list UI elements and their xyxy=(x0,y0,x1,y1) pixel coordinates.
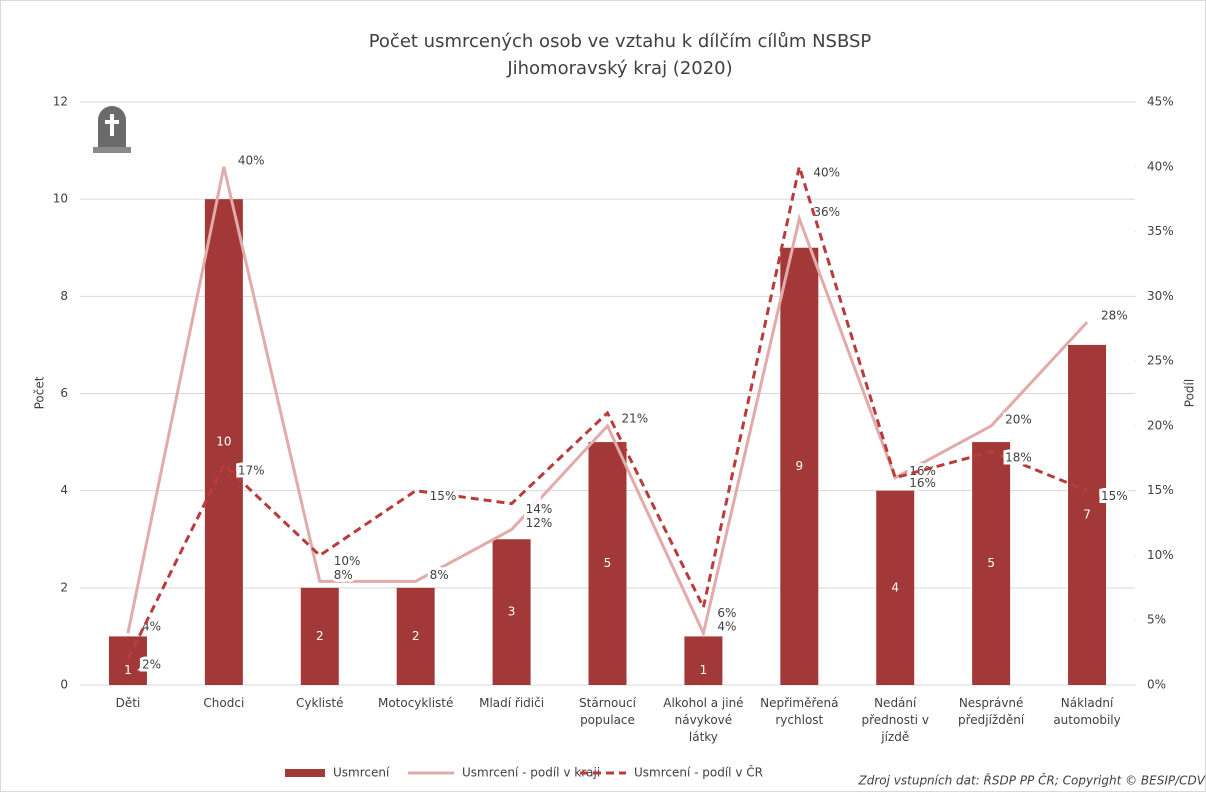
legend-label: Usmrcení - podíl v ČR xyxy=(634,765,763,780)
x-tick-label: Děti xyxy=(115,696,141,710)
y-tick-label: 4 xyxy=(60,483,68,497)
y-tick-label: 8 xyxy=(60,289,68,303)
line-value-label: 36% xyxy=(813,205,840,219)
bar xyxy=(588,442,627,685)
line-value-label: 18% xyxy=(1005,450,1032,464)
bar-value-label: 2 xyxy=(412,629,420,643)
line-value-label: 21% xyxy=(622,411,649,425)
bar xyxy=(684,636,723,685)
line-value-label: 28% xyxy=(1101,309,1128,323)
y-tick-label: 6 xyxy=(60,386,68,400)
x-tick-label: Mladí řidiči xyxy=(479,696,545,710)
y2-tick-label: 40% xyxy=(1147,159,1174,173)
y-tick-label: 10 xyxy=(53,192,68,206)
y-axis-title: Počet xyxy=(33,376,47,409)
line-value-label: 17% xyxy=(238,463,265,477)
bar-value-label: 1 xyxy=(124,663,132,677)
y2-tick-label: 0% xyxy=(1147,678,1166,692)
line-value-label: 10% xyxy=(334,554,361,568)
line-series xyxy=(126,166,1089,638)
x-tick-label: Chodci xyxy=(203,696,245,710)
line-value-label: 40% xyxy=(813,165,840,179)
line-value-label: 8% xyxy=(430,568,449,582)
line-value-label: 20% xyxy=(622,412,649,426)
line-value-label: 15% xyxy=(1101,489,1128,503)
bar xyxy=(972,442,1011,685)
legend-label: Usmrcení - podíl v kraji xyxy=(462,766,600,780)
y2-tick-label: 15% xyxy=(1147,483,1174,497)
bar-value-label: 4 xyxy=(891,580,899,594)
line-value-label: 12% xyxy=(526,516,553,530)
bar-value-label: 1 xyxy=(700,663,708,677)
y2-axis-title: Podíl xyxy=(1183,379,1197,407)
legend-label: Usmrcení xyxy=(333,766,390,780)
y2-tick-label: 35% xyxy=(1147,224,1174,238)
bar xyxy=(204,199,243,685)
bar-value-label: 10 xyxy=(216,435,231,449)
x-tick-label: Nedání přednosti v jízdě xyxy=(861,696,929,744)
y2-tick-label: 45% xyxy=(1147,95,1174,109)
x-tick-label: Alkohol a jiné návykové látky xyxy=(663,696,744,744)
line-series xyxy=(126,160,1088,660)
bar xyxy=(1068,344,1107,685)
y-tick-label: 0 xyxy=(60,678,68,692)
bar xyxy=(492,539,531,685)
line-value-label: 14% xyxy=(526,502,553,516)
legend-swatch xyxy=(285,769,325,777)
y-tick-label: 2 xyxy=(60,580,68,594)
x-tick-label: Nepřiměřená rychlost xyxy=(760,696,839,727)
line-value-label: 16% xyxy=(909,476,936,490)
chart-title: Počet usmrcených osob ve vztahu k dílčím… xyxy=(369,31,872,52)
bar-value-label: 9 xyxy=(795,459,803,473)
tombstone-icon xyxy=(93,106,131,153)
y2-tick-label: 5% xyxy=(1147,613,1166,627)
bar xyxy=(876,490,915,685)
bar-value-label: 2 xyxy=(316,629,324,643)
bar-value-label: 7 xyxy=(1083,507,1091,521)
y2-tick-label: 25% xyxy=(1147,354,1174,368)
y-tick-label: 12 xyxy=(53,95,68,109)
y2-tick-label: 10% xyxy=(1147,548,1174,562)
x-tick-label: Cyklisté xyxy=(296,696,344,710)
line-value-label: 40% xyxy=(238,153,265,167)
line-value-label: 20% xyxy=(1005,412,1032,426)
line-value-label: 4% xyxy=(717,620,736,634)
y2-tick-label: 20% xyxy=(1147,418,1174,432)
bar-value-label: 5 xyxy=(987,556,995,570)
bar xyxy=(396,587,435,685)
line-value-label: 15% xyxy=(430,489,457,503)
chart-subtitle: Jihomoravský kraj (2020) xyxy=(506,58,732,79)
bar xyxy=(108,636,147,685)
bar xyxy=(300,587,339,685)
y2-tick-label: 30% xyxy=(1147,289,1174,303)
bar xyxy=(780,247,819,685)
x-tick-label: Nesprávné předjíždění xyxy=(958,696,1025,727)
x-tick-label: Nákladní automobily xyxy=(1053,696,1121,727)
x-tick-label: Stárnoucí populace xyxy=(579,696,636,727)
x-tick-label: Motocyklisté xyxy=(377,696,454,710)
source-note: Zdroj vstupních dat: ŘSDP PP ČR; Copyrig… xyxy=(858,773,1206,788)
line-value-label: 8% xyxy=(334,568,353,582)
line-value-label: 2% xyxy=(142,658,161,672)
bar-value-label: 3 xyxy=(508,605,516,619)
line-value-label: 6% xyxy=(717,606,736,620)
bar-value-label: 5 xyxy=(604,556,612,570)
